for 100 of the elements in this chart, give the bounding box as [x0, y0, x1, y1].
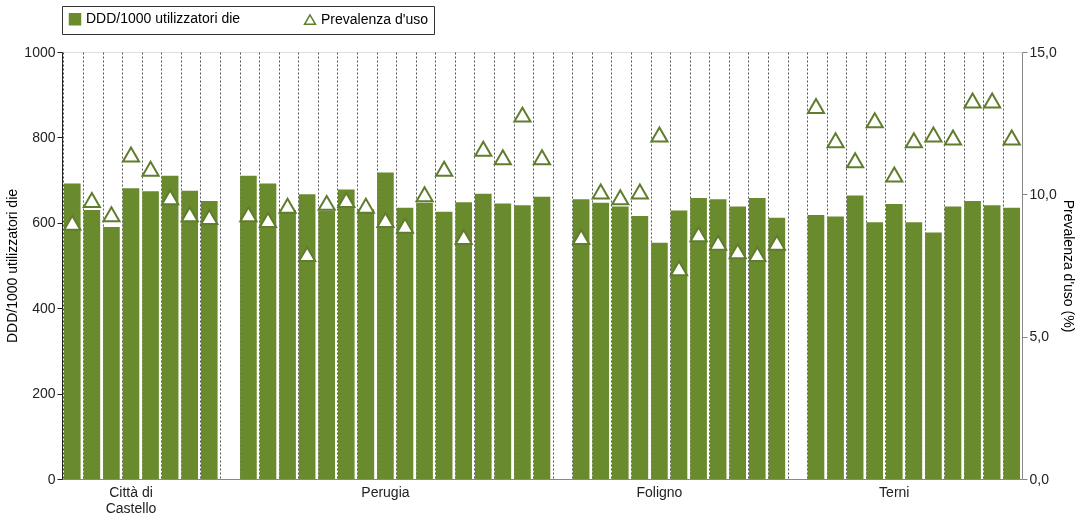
point	[865, 112, 884, 129]
y-tick-label: 800	[32, 128, 56, 145]
point	[239, 206, 258, 223]
bar	[827, 216, 844, 479]
bar	[631, 215, 649, 479]
y-tick-label: 200	[32, 385, 56, 402]
point	[121, 146, 141, 163]
bar	[611, 206, 629, 479]
point	[356, 197, 375, 214]
bar	[200, 201, 218, 479]
bar	[729, 206, 747, 479]
bar	[377, 172, 394, 479]
y2-tick-label: 5,0	[1029, 328, 1050, 345]
point	[435, 160, 454, 177]
bar	[925, 232, 942, 479]
y2-tick-label: 10,0	[1029, 185, 1057, 202]
point	[1002, 129, 1021, 146]
point	[395, 217, 415, 234]
y2-tick-label: 15,0	[1029, 43, 1057, 60]
bar	[983, 205, 1001, 479]
point	[885, 166, 904, 183]
y2-tick-label: 0,0	[1029, 470, 1050, 487]
bar	[337, 189, 355, 479]
point	[278, 197, 297, 214]
point	[474, 140, 493, 157]
point	[728, 243, 747, 260]
bar	[474, 193, 492, 479]
bar	[905, 222, 923, 479]
point	[513, 106, 532, 123]
bar	[768, 217, 786, 479]
bar	[318, 210, 336, 479]
point	[376, 211, 395, 228]
point	[689, 226, 708, 243]
point	[415, 186, 434, 203]
point	[983, 92, 1002, 109]
point	[532, 149, 552, 166]
bar	[240, 175, 257, 479]
bar	[866, 222, 884, 479]
point	[709, 234, 728, 251]
point	[806, 98, 826, 115]
x-tick-label: Perugia	[361, 483, 410, 500]
point	[161, 189, 180, 206]
y-tick-label: 600	[32, 214, 56, 231]
point	[669, 260, 689, 277]
bar	[846, 195, 864, 479]
bar	[298, 194, 316, 479]
bar	[670, 210, 688, 479]
bar	[357, 209, 375, 479]
point	[846, 152, 865, 169]
x-tick-label: Foligno	[636, 483, 683, 500]
bar	[944, 206, 962, 479]
point	[337, 192, 356, 209]
bar	[142, 191, 159, 479]
bar	[709, 199, 727, 479]
bar	[651, 242, 668, 479]
bar	[807, 215, 825, 479]
bar	[533, 196, 551, 479]
point	[141, 160, 160, 177]
bar	[161, 175, 179, 479]
x-tick-label: Città di Castello	[105, 483, 157, 516]
point	[904, 132, 923, 149]
bar	[572, 199, 590, 479]
point	[767, 234, 786, 251]
point	[572, 229, 591, 246]
point	[454, 229, 473, 246]
point	[963, 92, 982, 109]
y2-axis-title: Prevalenza d'uso (%)	[1060, 199, 1077, 333]
point	[298, 246, 317, 263]
bar	[885, 204, 903, 479]
point	[924, 126, 943, 143]
bar	[494, 203, 512, 479]
point	[180, 206, 199, 223]
point	[943, 129, 963, 146]
point	[826, 132, 845, 149]
point	[493, 149, 512, 166]
point	[748, 246, 767, 263]
point	[630, 183, 649, 200]
y-tick-label: 1000	[24, 43, 56, 60]
y-tick-label: 0	[47, 470, 56, 487]
bar	[181, 190, 199, 479]
bar	[514, 205, 531, 479]
point	[102, 206, 121, 223]
point	[82, 192, 101, 209]
legend-label: Prevalenza d'uso	[321, 10, 429, 27]
bar	[690, 198, 707, 479]
y-tick-label: 400	[32, 299, 56, 316]
point	[611, 189, 630, 206]
bar	[435, 211, 453, 479]
point	[317, 194, 336, 211]
bar	[748, 198, 766, 479]
bar	[259, 183, 277, 479]
point	[591, 183, 610, 200]
point	[200, 209, 219, 226]
bar	[83, 209, 101, 479]
bar	[455, 202, 473, 479]
bar	[122, 188, 140, 479]
bar	[279, 209, 296, 479]
bar	[1003, 207, 1021, 479]
bar	[396, 207, 414, 479]
legend-label: DDD/1000 utilizzatori die	[86, 10, 241, 27]
